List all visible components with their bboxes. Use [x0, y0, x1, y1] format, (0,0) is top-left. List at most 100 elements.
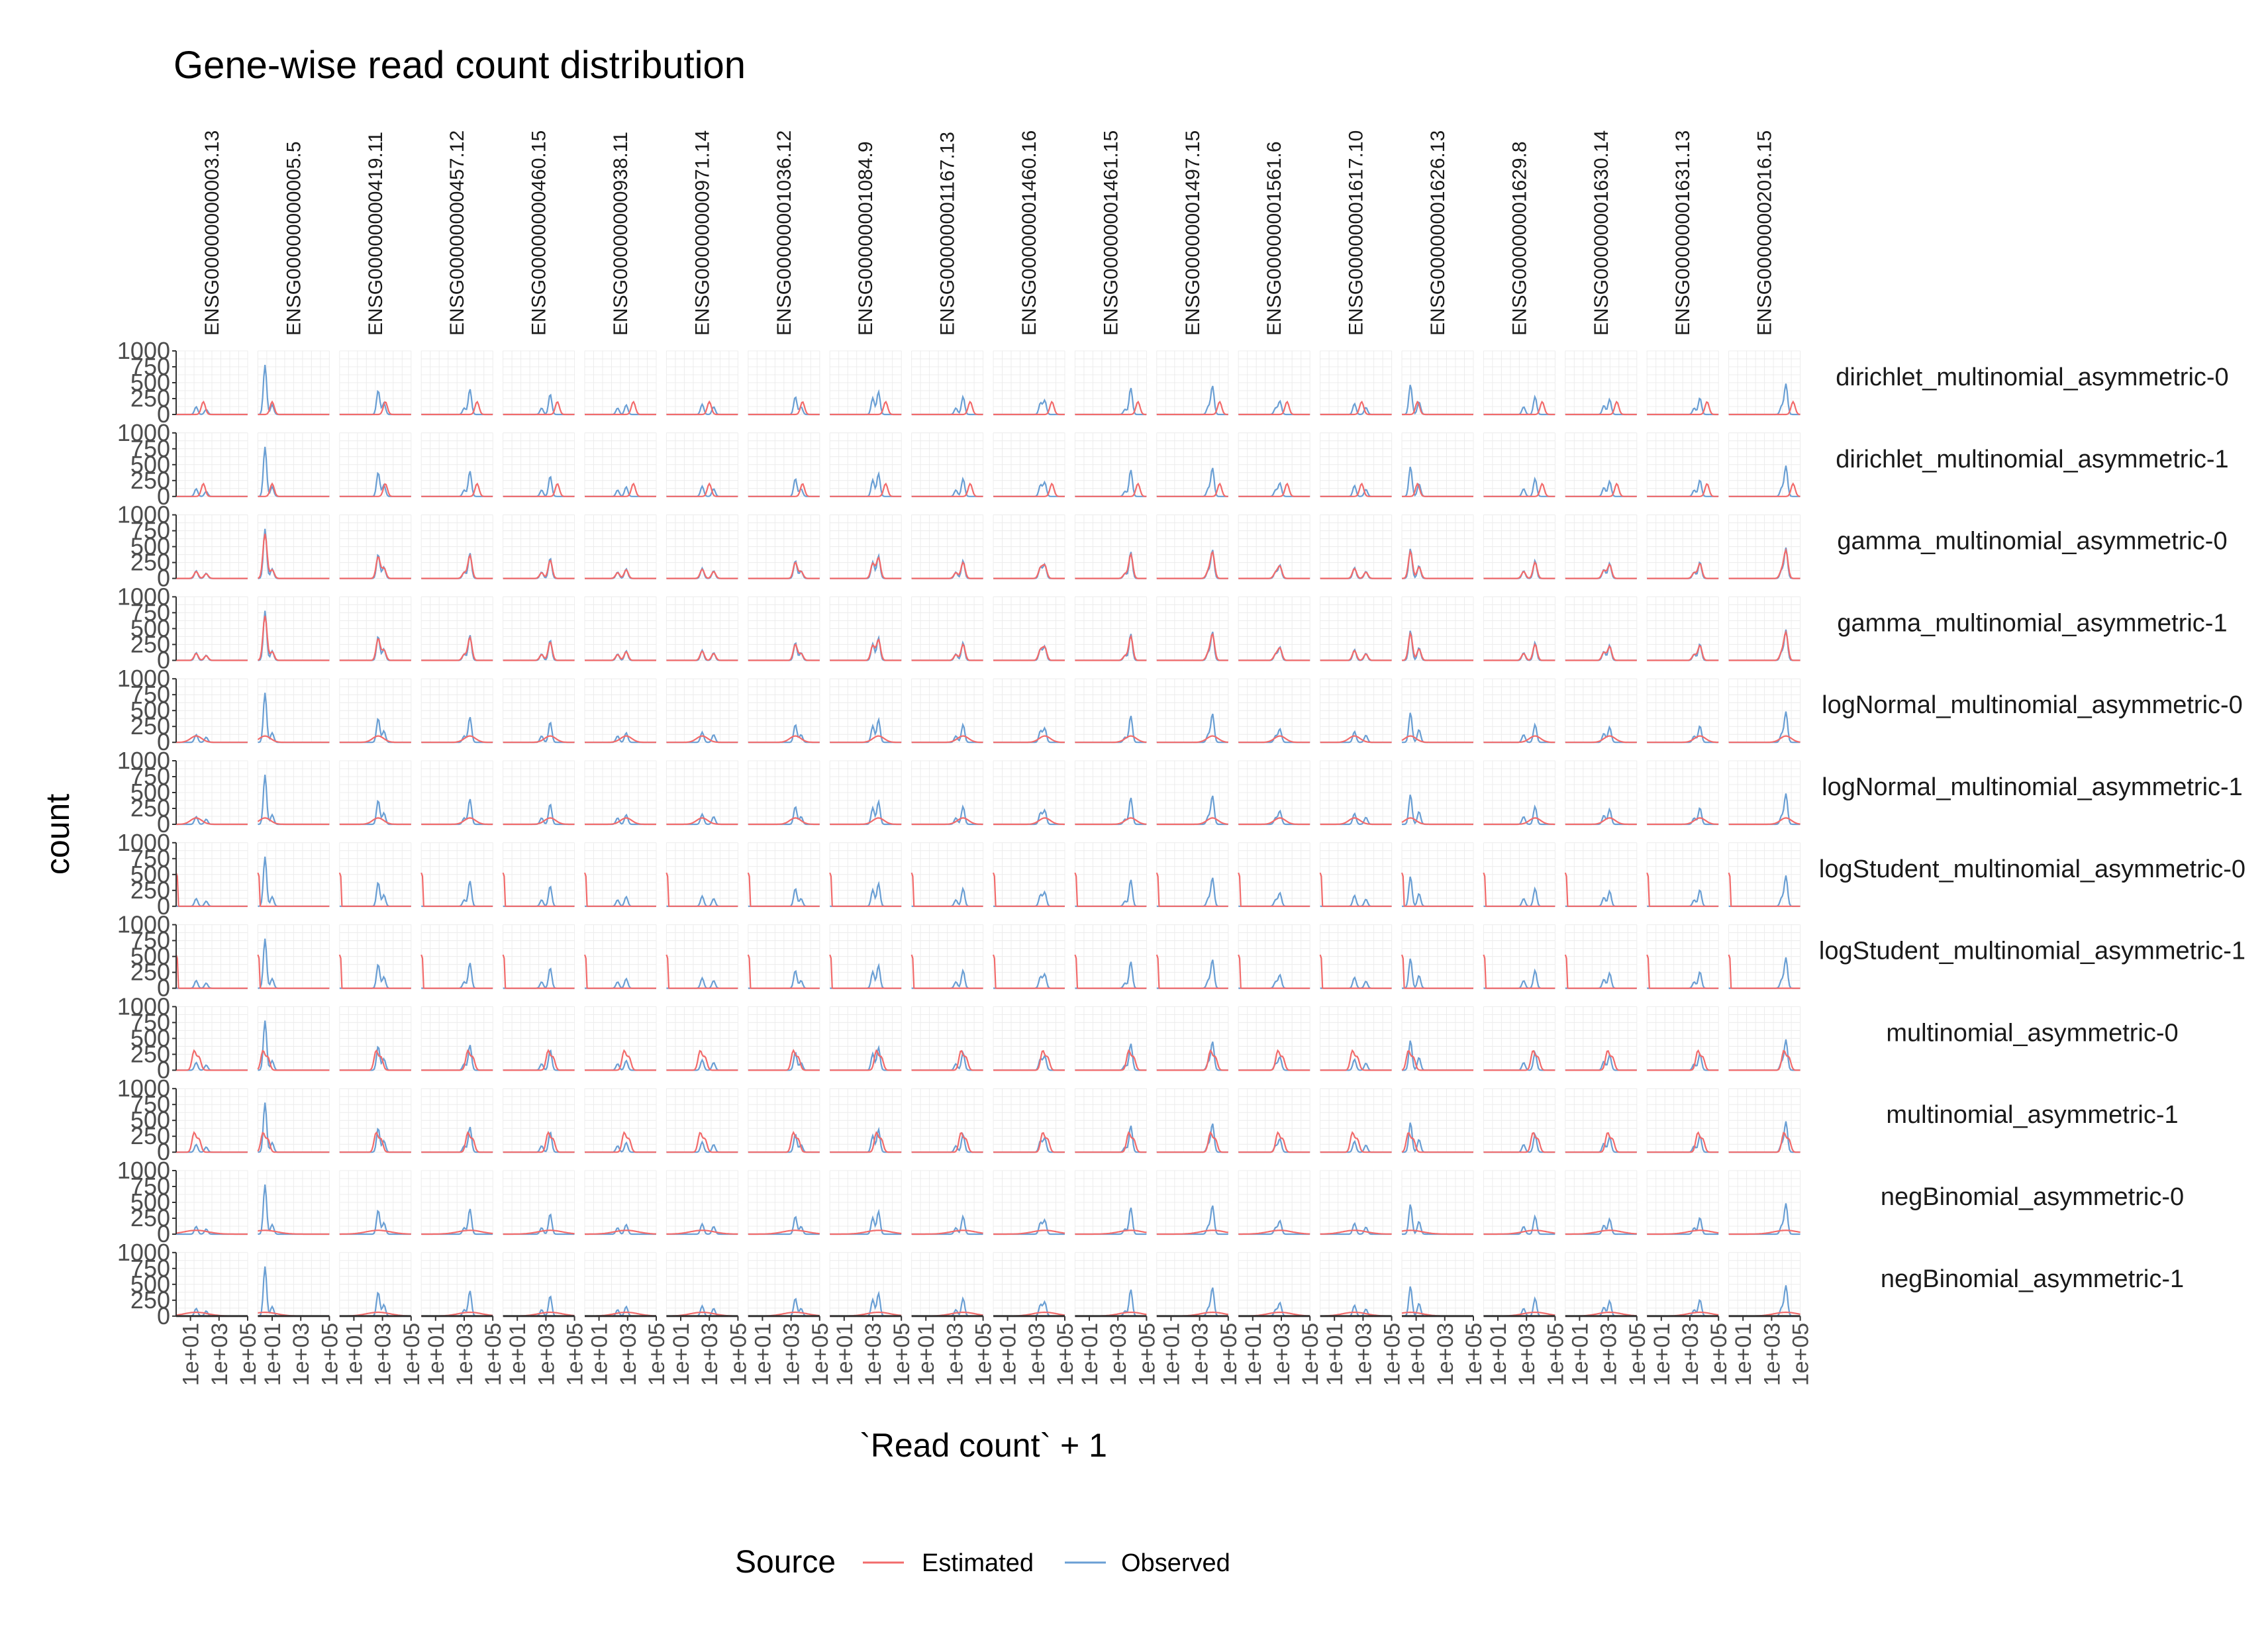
- series-line-estimated: [911, 561, 983, 579]
- series-line-estimated: [1075, 817, 1147, 826]
- series-line-estimated: [1320, 400, 1392, 416]
- facet-panel: [829, 760, 902, 826]
- series-line-estimated: [1565, 1049, 1637, 1071]
- series-line-estimated: [993, 1132, 1065, 1153]
- facet-panel: [584, 678, 657, 744]
- facet-panel: [1401, 350, 1474, 416]
- series-line-estimated: [176, 570, 248, 579]
- series-line-estimated: [1728, 872, 1800, 907]
- series-line-estimated: [830, 1230, 902, 1235]
- facet-panel: [1074, 1006, 1147, 1071]
- facet-panel: [1565, 1006, 1638, 1071]
- series-line-estimated: [829, 872, 902, 907]
- series-line-estimated: [1074, 872, 1147, 907]
- facet-panel: [1238, 678, 1310, 744]
- series-line-estimated: [257, 1049, 330, 1071]
- facet-panel: [584, 432, 657, 497]
- facet-panel: [175, 1170, 248, 1235]
- facet-panel: [339, 1006, 412, 1071]
- series-line-estimated: [748, 1130, 820, 1153]
- series-line-estimated: [1075, 1230, 1147, 1235]
- series-line-estimated: [1647, 562, 1719, 579]
- facet-panel: [257, 924, 330, 989]
- series-line-estimated: [257, 954, 330, 989]
- series-line-estimated: [1320, 482, 1392, 497]
- facet-panel: [1074, 924, 1147, 989]
- series-line-estimated: [1401, 735, 1473, 744]
- series-line-estimated: [1075, 634, 1147, 661]
- facet-panel: [503, 1170, 575, 1235]
- series-line-estimated: [1238, 400, 1310, 416]
- facet-panel: [1401, 1170, 1474, 1235]
- series-line-estimated: [1320, 1131, 1392, 1153]
- facet-panel: [1646, 924, 1719, 989]
- facet-panel: [1483, 924, 1555, 989]
- series-line-estimated: [1564, 872, 1637, 907]
- facet-panel: [175, 924, 248, 989]
- series-line-estimated: [1238, 1230, 1310, 1235]
- facet-panel: [1401, 1006, 1474, 1071]
- facet-panel: [339, 1170, 412, 1235]
- series-line-estimated: [421, 554, 493, 579]
- facet-panel: [502, 924, 575, 989]
- series-line-estimated: [911, 954, 983, 989]
- series-line-estimated: [1401, 549, 1473, 579]
- facet-panel: [1728, 678, 1801, 744]
- series-line-estimated: [830, 1049, 902, 1071]
- series-line-estimated: [257, 1132, 330, 1153]
- series-line-estimated: [257, 817, 330, 826]
- facet-panel: [1156, 596, 1229, 661]
- facet-panel: [1320, 1170, 1393, 1235]
- facet-panel: [666, 760, 738, 826]
- series-line-estimated: [585, 1049, 656, 1071]
- facet-panel: [257, 350, 330, 416]
- series-line-estimated: [176, 817, 248, 826]
- series-line-estimated: [1320, 1230, 1392, 1235]
- facet-panel: [1565, 1170, 1638, 1235]
- facet-panel: [1728, 1088, 1801, 1153]
- facet-panel: [911, 350, 984, 416]
- series-line-estimated: [1401, 1230, 1473, 1235]
- facet-panel: [666, 678, 738, 744]
- facet-panel: [583, 924, 657, 989]
- series-line-estimated: [1483, 872, 1555, 907]
- series-line-estimated: [1320, 817, 1392, 826]
- series-line-estimated: [1156, 954, 1228, 989]
- facet-panel: [1483, 514, 1555, 579]
- series-line-estimated: [1320, 735, 1392, 744]
- series-line-estimated: [747, 872, 820, 907]
- series-line-estimated: [1319, 872, 1392, 907]
- facet-panel: [420, 1252, 493, 1317]
- facet-panel: [1238, 350, 1310, 416]
- facet-panel: [748, 760, 820, 826]
- facet-panel: [420, 350, 493, 416]
- series-line-estimated: [503, 735, 575, 744]
- facet-panel: [829, 514, 902, 579]
- series-line-estimated: [585, 482, 656, 497]
- facet-panel: [503, 1088, 575, 1153]
- series-line-estimated: [992, 954, 1065, 989]
- facet-panel: [1646, 1088, 1719, 1153]
- series-line-estimated: [338, 872, 411, 907]
- facet-panel: [420, 760, 493, 826]
- facet-panel: [257, 842, 330, 907]
- facet-panel: [175, 842, 248, 907]
- series-line-estimated: [1319, 954, 1392, 989]
- series-line-estimated: [1483, 1049, 1555, 1071]
- series-line-estimated: [748, 735, 820, 744]
- facet-panel: [503, 350, 575, 416]
- facet-panel: [175, 1088, 248, 1153]
- facet-panel: [584, 514, 657, 579]
- facet-panel: [339, 1252, 412, 1317]
- series-line-estimated: [1074, 954, 1147, 989]
- facet-panel: [992, 842, 1065, 907]
- series-line-estimated: [1238, 482, 1310, 497]
- facet-panel: [1320, 760, 1393, 826]
- facet-panel: [748, 514, 820, 579]
- facet-panel: [338, 924, 412, 989]
- series-line-estimated: [1075, 1131, 1147, 1153]
- facet-panel: [1238, 1088, 1310, 1153]
- series-line-estimated: [666, 1230, 738, 1235]
- series-line-estimated: [666, 954, 738, 989]
- series-line-estimated: [1647, 735, 1719, 744]
